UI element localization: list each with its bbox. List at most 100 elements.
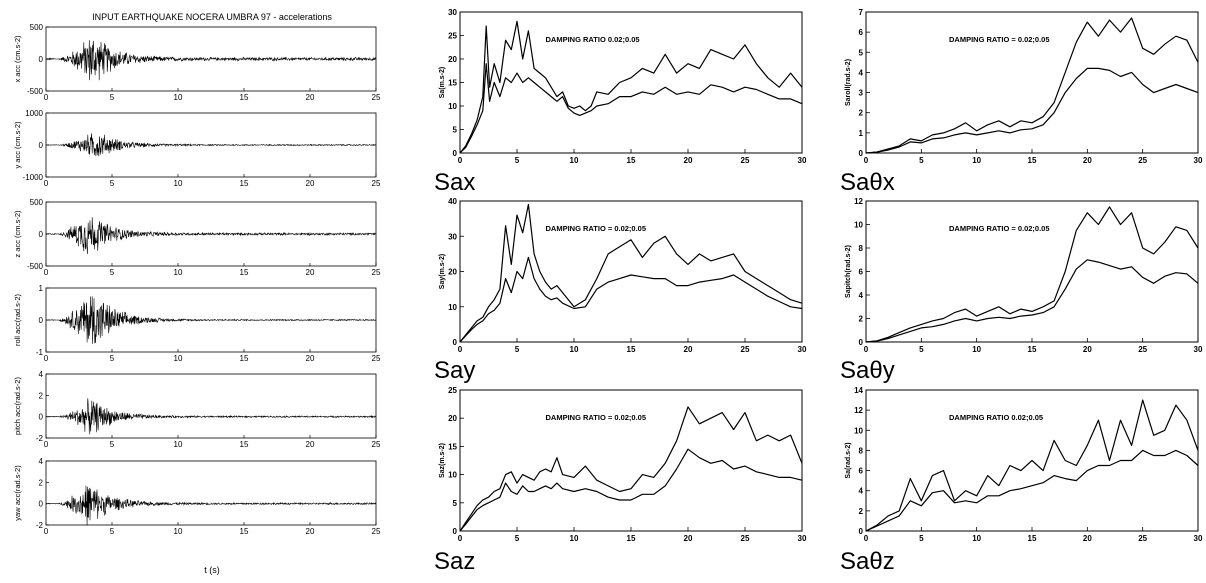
spectrum-x-tick-label: 25 [1138,345,1147,354]
acc-x-tick-label: 10 [174,179,183,188]
spectrum-series-line [459,203,803,343]
acc-x-tick-label: 5 [110,527,115,536]
acc-x-tick-label: 20 [306,268,315,277]
spectrum-y-tick-label: 14 [854,386,863,395]
spectrum-x-tick-label: 15 [1028,534,1037,543]
spectrum-y-tick-label: 15 [448,442,457,451]
spectrum-ylabel: Saz(m.s-2) [439,443,446,478]
acc-x-tick-label: 25 [372,354,381,363]
spectrum-y-tick-label: 2 [859,109,864,118]
spectrum-ylabel: Sa(rad.s-2) [845,442,852,478]
acc-y-tick-label: 0 [39,141,44,150]
spectrum-y-tick-label: 0 [453,527,458,536]
acc-y-tick-label: 500 [30,198,44,207]
spectrum-x-tick-label: 20 [684,534,693,543]
acc-x-tick-label: 0 [44,93,49,102]
spectrum-x-tick-label: 25 [741,345,750,354]
spectrum-x-tick-label: 5 [515,345,520,354]
acc-trace [45,133,377,157]
spectrum-y-tick-label: 0 [453,149,458,158]
spectrum-y-tick-label: 3 [859,89,864,98]
spectrum-x-tick-label: 0 [864,156,869,165]
spectrum-x-tick-label: 10 [972,156,981,165]
spectrum-series-line [459,406,803,532]
damping-annotation: DAMPING RATIO = 0.02;0.05 [546,224,647,233]
damping-annotation: DAMPING RATIO = 0.02;0.05 [949,224,1050,233]
acc-x-tick-label: 15 [240,179,249,188]
spectrum-y-tick-label: 5 [859,48,864,57]
response-spectra: 0 5 10 15 20 25 30051015202530Sa(m.s-2)DAMPING… [434,8,1203,575]
spectrum-y-tick-label: 10 [448,471,457,480]
spectrum-series-line [865,399,1199,532]
spectrum-y-tick-label: 0 [859,527,864,536]
acc-x-tick-label: 15 [240,268,249,277]
acc-panel-frame [45,460,377,526]
spectrum-y-tick-label: 6 [859,268,864,277]
spectrum-y-tick-label: 4 [859,487,864,496]
spectrum-x-tick-label: 25 [1138,156,1147,165]
spectrum-y-tick-label: 0 [859,149,864,158]
spectrum-x-tick-label: 30 [1194,156,1203,165]
spectrum-name: Sax [434,169,475,196]
spectrum-series-line [865,259,1199,343]
spectrum-x-tick-label: 5 [919,534,924,543]
acc-y-tick-label: -1 [36,348,44,357]
spectrum-x-tick-label: 10 [570,534,579,543]
spectrum-chart: 0 5 10 15 20 25 30 0 1 2 3 4 5 6 7 Saroll(rad.s-2) DAMPI… [840,8,1203,196]
spectrum-y-tick-label: 7 [859,8,864,17]
spectrum-frame [459,200,803,343]
left-column-xlabel: t (s) [204,565,220,575]
spectrum-x-tick-label: 20 [1083,345,1092,354]
acc-ylabel: roll acc(rad.s-2) [13,293,22,346]
spectrum-x-tick-label: 0 [864,345,869,354]
spectrum-x-tick-label: 0 [458,534,463,543]
spectrum-series-line [459,448,803,532]
spectrum-chart: 0 5 10 15 20 25 30 0 2 4 6 8 10 12 14 Sa(rad.s-2) DAMPIN… [840,386,1203,575]
acc-y-tick-label: -500 [27,87,44,96]
spectrum-y-tick-label: 10 [854,221,863,230]
spectrum-name: Saθy [840,357,895,384]
spectrum-ylabel: Saroll(rad.s-2) [845,59,852,106]
spectrum-y-tick-label: 2 [859,507,864,516]
spectrum-frame [865,11,1199,154]
damping-annotation: DAMPING RATIO = 0.02;0.05 [949,35,1050,44]
spectrum-x-tick-label: 5 [515,534,520,543]
spectrum-y-tick-label: 10 [448,303,457,312]
spectrum-frame [459,389,803,532]
acc-y-tick-label: 0 [39,500,44,509]
spectrum-x-tick-label: 0 [458,345,463,354]
spectrum-y-tick-label: 6 [859,28,864,37]
acc-x-tick-label: 20 [306,93,315,102]
acc-x-tick-label: 10 [174,354,183,363]
spectrum-chart: 0 5 10 15 20 25 30 0 5 10 15 20 25 30 Sa(m.s-2) DAMPING… [434,8,807,196]
spectrum-x-tick-label: 30 [1194,345,1203,354]
spectrum-y-tick-label: 4 [859,291,864,300]
spectrum-series-line [459,20,803,154]
acc-y-tick-label: 2 [39,478,44,487]
spectrum-chart: 0 5 10 15 20 25 30 0 2 4 6 8 10 12 Sapitch(rad.s-2) DAM… [840,197,1203,384]
spectrum-frame [865,200,1199,343]
acc-y-tick-label: 0 [39,230,44,239]
spectrum-ylabel: Say(m.s-2) [439,254,446,289]
spectrum-chart: 0 5 10 15 20 25 30 0 10 20 30 40 Say(m.s-2) DAMPING R… [434,197,807,384]
spectrum-x-tick-label: 10 [972,534,981,543]
acc-y-tick-label: 500 [30,23,44,32]
acc-ylabel: z acc (cm.s-2) [13,210,22,258]
spectrum-x-tick-label: 0 [864,534,869,543]
spectrum-x-tick-label: 15 [1028,345,1037,354]
spectrum-x-tick-label: 10 [972,345,981,354]
spectrum-y-tick-label: 20 [448,414,457,423]
spectrum-y-tick-label: 4 [859,68,864,77]
spectrum-y-tick-label: 0 [453,338,458,347]
spectrum-name: Saθx [840,169,895,196]
acc-y-tick-label: 1000 [25,109,43,118]
spectrum-name: Saθz [840,548,895,575]
acc-x-tick-label: 25 [372,527,381,536]
acc-x-tick-label: 20 [306,354,315,363]
spectrum-y-tick-label: 10 [854,426,863,435]
spectrum-y-tick-label: 30 [448,232,457,241]
spectrum-y-tick-label: 12 [854,406,863,415]
